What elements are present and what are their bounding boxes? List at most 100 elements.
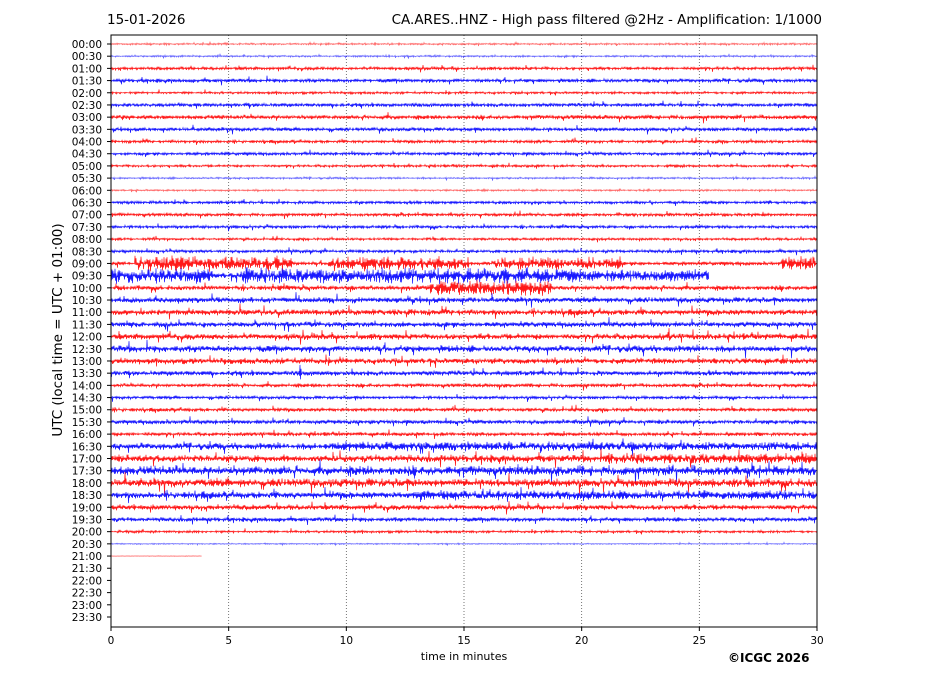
trace-0030 (110, 53, 818, 59)
copyright: ©ICGC 2026 (728, 651, 810, 665)
x-tick-label: 20 (575, 635, 588, 647)
y-tick-label: 11:30 (72, 319, 102, 331)
x-tick-label: 10 (340, 635, 353, 647)
y-tick-label: 06:00 (72, 185, 102, 197)
trace-0200 (110, 89, 818, 96)
y-tick-label: 07:00 (72, 210, 102, 222)
x-tick-label: 5 (225, 635, 232, 647)
trace-1700 (110, 448, 818, 468)
trace-0830 (110, 247, 818, 256)
y-tick-label: 23:30 (72, 612, 102, 624)
y-tick-label: 10:30 (72, 295, 102, 307)
y-tick-label: 14:00 (72, 380, 102, 392)
trace-0330 (110, 124, 818, 135)
trace-1430 (110, 393, 818, 402)
trace-1030 (110, 292, 818, 308)
y-tick-label: 16:00 (72, 429, 102, 441)
trace-1830 (110, 487, 818, 504)
trace-0500 (110, 162, 818, 170)
trace-0600 (110, 187, 818, 193)
trace-0130 (110, 75, 818, 86)
trace-0300 (110, 112, 818, 124)
y-tick-label: 14:30 (72, 393, 102, 405)
y-tick-label: 22:00 (72, 575, 102, 587)
trace-0930 (110, 267, 710, 285)
trace-0530 (110, 175, 818, 181)
y-tick-label: 13:30 (72, 368, 102, 380)
trace-1930 (111, 513, 818, 526)
y-tick-label: 08:00 (72, 234, 102, 246)
trace-0730 (110, 223, 818, 232)
y-tick-label: 07:30 (72, 222, 102, 234)
trace-0800 (110, 235, 818, 243)
y-tick-label: 23:00 (72, 600, 102, 612)
plot-frame (110, 34, 818, 628)
trace-1800 (110, 472, 818, 496)
y-tick-label: 15:00 (72, 405, 102, 417)
y-tick-label: 20:00 (72, 527, 102, 539)
trace-1530 (110, 416, 818, 427)
y-tick-label: 03:30 (72, 124, 102, 136)
y-tick-label: 03:00 (72, 112, 102, 124)
trace-1330 (110, 364, 818, 380)
trace-1600 (110, 429, 818, 440)
y-tick-label: 18:30 (72, 490, 102, 502)
trace-1300 (110, 354, 818, 368)
trace-1130 (110, 317, 818, 332)
y-tick-label: 02:00 (72, 88, 102, 100)
y-tick-label: 19:30 (72, 514, 102, 526)
y-tick-label: 05:00 (72, 161, 102, 173)
trace-1400 (110, 381, 818, 391)
trace-1230 (110, 339, 818, 359)
y-tick-label: 17:30 (72, 466, 102, 478)
x-tick-label: 25 (693, 635, 706, 647)
trace-0100 (110, 64, 818, 73)
trace-0400 (110, 137, 818, 145)
trace-0430 (110, 149, 818, 158)
y-tick-label: 04:00 (72, 137, 102, 149)
y-tick-label: 17:00 (72, 454, 102, 466)
y-tick-label: 15:30 (72, 417, 102, 429)
y-tick-label: 01:30 (72, 76, 102, 88)
y-tick-label: 12:30 (72, 344, 102, 356)
trace-2030 (110, 541, 818, 547)
trace-2000 (110, 528, 818, 535)
y-tick-label: 18:00 (72, 478, 102, 490)
y-tick-label: 20:30 (72, 539, 102, 551)
trace-0230 (110, 100, 818, 109)
y-tick-label: 00:00 (72, 39, 102, 51)
y-tick-label: 12:00 (72, 332, 102, 344)
trace-1730 (110, 459, 818, 485)
y-tick-label: 19:00 (72, 502, 102, 514)
x-tick-label: 15 (457, 635, 470, 647)
trace-1500 (110, 404, 818, 414)
y-tick-label: 22:30 (72, 588, 102, 600)
date-title: 15-01-2026 (107, 12, 186, 28)
y-tick-label: 16:30 (72, 441, 102, 453)
y-tick-label: 04:30 (72, 149, 102, 161)
y-tick-label: 21:30 (72, 563, 102, 575)
trace-1000 (110, 279, 818, 296)
y-tick-label: 13:00 (72, 356, 102, 368)
y-tick-label: 09:00 (72, 258, 102, 270)
y-tick-label: 08:30 (72, 246, 102, 258)
trace-0700 (110, 210, 818, 220)
y-tick-label: 00:30 (72, 51, 102, 63)
x-axis-label: time in minutes (420, 650, 508, 663)
y-tick-label: 06:30 (72, 197, 102, 209)
y-tick-label: 11:00 (72, 307, 102, 319)
trace-0000 (110, 40, 818, 47)
trace-2100 (110, 555, 202, 557)
trace-1630 (110, 438, 818, 456)
y-tick-label: 05:30 (72, 173, 102, 185)
x-tick-label: 30 (810, 635, 823, 647)
chart-title: CA.ARES..HNZ - High pass filtered @2Hz -… (391, 12, 822, 28)
y-tick-label: 01:00 (72, 63, 102, 75)
x-tick-label: 0 (108, 635, 115, 647)
trace-1200 (110, 328, 818, 345)
y-tick-label: 09:30 (72, 271, 102, 283)
y-tick-label: 21:00 (72, 551, 102, 563)
y-tick-label: 10:00 (72, 283, 102, 295)
